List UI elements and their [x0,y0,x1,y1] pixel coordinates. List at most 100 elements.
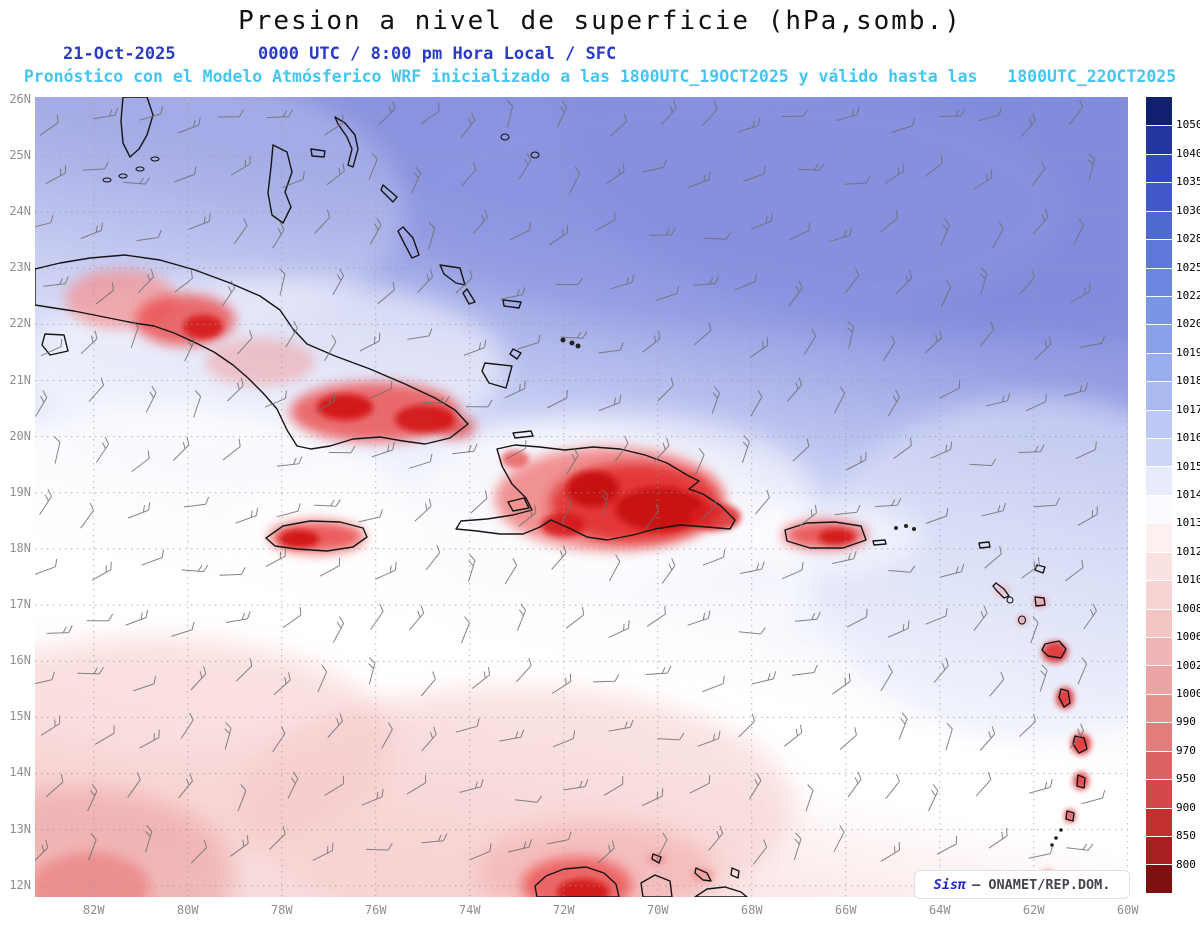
lat-tick-label: 26N [9,91,31,106]
grenadines-cay [1059,828,1063,832]
dominica-coastline [1058,688,1071,708]
colorbar-segment [1146,381,1172,410]
st-vincent-coastline [1065,810,1075,822]
colorbar-tick-label: 1010 [1176,573,1200,587]
florida-keys [150,156,160,162]
colorbar-tick-label: 800 [1176,857,1196,871]
cat-island-coastline [380,184,398,203]
virgin-islands-cay [912,527,916,531]
lat-tick-label: 24N [9,204,31,219]
colorbar-tick-label: 990 [1176,715,1196,729]
colorbar-segment [1146,409,1172,439]
colorbar-segment [1146,352,1172,382]
forecast-init-line: Pronóstico con el Modelo Atmósferico WRF… [23,67,1177,86]
hispaniola-coastline [455,444,736,541]
colorbar-segment [1146,835,1172,865]
lon-tick-label: 78W [270,903,293,917]
colorbar-tick-label: 1050 [1176,118,1200,132]
colorbar-tick-label: 1040 [1176,146,1200,160]
colorbar-tick-label: 950 [1176,772,1196,786]
grenadines-cay [1054,836,1058,840]
colorbar-tick-label: 1012 [1176,544,1200,558]
lat-tick-label: 19N [9,484,31,499]
lat-tick-label: 25N [9,147,31,162]
pressure-colorbar [1146,97,1172,893]
colorbar-tick-label: 1022 [1176,289,1200,302]
page-title: Presion a nivel de superficie (hPa,somb.… [238,6,962,36]
colorbar-tick-label: 1006 [1176,630,1200,644]
lon-tick-label: 82W [82,903,105,917]
jamaica-coastline [265,520,368,552]
colorbar-segment [1146,466,1172,495]
st-kitts-coastline [992,582,1010,599]
wind-barbs [29,99,1106,865]
lat-tick-label: 13N [9,821,31,836]
turks-caicos-cay [569,340,575,346]
lon-tick-label: 60W [1116,903,1139,917]
colorbar-tick-label: 1020 [1176,317,1200,331]
colorbar-segment [1146,608,1172,638]
colorbar-tick-label: 1019 [1176,345,1200,359]
nevis-coastline [1006,596,1014,604]
martinique-coastline [1072,735,1088,754]
tortuga-coastline [512,430,534,439]
colorbar-segment [1146,807,1172,836]
lon-tick-label: 64W [928,903,951,917]
vieques-coastline [872,539,887,546]
colorbar-tick-label: 1017 [1176,402,1200,416]
colorbar-tick-label: 1002 [1176,658,1200,672]
colorbar-segment [1146,580,1172,609]
colorbar-tick-label: 1013 [1176,516,1200,530]
valid-date: 21-Oct-2025 [63,44,176,64]
colorbar-segment [1146,267,1172,296]
turks-caicos-cay [560,337,566,343]
colorbar-segment [1146,750,1172,780]
bonaire-coastline [730,867,740,879]
colorbar-tick-label: 1018 [1176,374,1200,388]
watermark-brand: Sisπ [933,876,967,893]
colorbar-segment [1146,295,1172,325]
long-island-coastline [397,226,420,259]
watermark-text: – ONAMET/REP.DOM. [972,876,1111,893]
new-providence-coastline [310,148,326,158]
colorbar-tick-label: 1030 [1176,203,1200,217]
rum-cay [530,151,540,159]
lat-tick-label: 23N [9,260,31,275]
colorbar-tick-label: 850 [1176,829,1196,843]
lon-tick-label: 72W [552,903,575,917]
lon-tick-label: 76W [364,903,387,917]
cuba-coastline [34,254,469,450]
colorbar-segment [1146,551,1172,581]
colorbar-segment [1146,722,1172,751]
mayaguana-coastline [502,299,522,309]
colorbar-segment [1146,97,1172,126]
colorbar-tick-label: 970 [1176,743,1196,757]
colorbar-tick-label: 1015 [1176,459,1200,473]
st-lucia-coastline [1076,774,1086,789]
colorbar-tick-label: 1008 [1176,601,1200,615]
colorbar-segment [1146,637,1172,666]
lat-tick-label: 17N [9,597,31,612]
lon-tick-label: 68W [740,903,763,917]
eleuthera-coastline [334,116,359,168]
lon-tick-label: 66W [834,903,857,917]
colorbar-segment [1146,125,1172,154]
puerto-rico-coastline [784,521,867,549]
lat-tick-label: 18N [9,540,31,555]
lat-tick-label: 20N [9,428,31,443]
colorbar-segment [1146,182,1172,211]
turks-caicos-cay [575,343,581,349]
lon-tick-label: 70W [646,903,669,917]
great-inagua-coastline [481,362,513,389]
guadeloupe-coastline [1041,640,1067,659]
colorbar-segment [1146,438,1172,467]
grenadines-cay [1050,843,1054,847]
montserrat-coastline [1017,615,1027,625]
lat-tick-label: 21N [9,372,31,387]
valid-time: 0000 UTC / 8:00 pm Hora Local / SFC [258,44,617,64]
st-martin-coastline [978,541,991,549]
virgin-islands-cay [904,524,908,528]
